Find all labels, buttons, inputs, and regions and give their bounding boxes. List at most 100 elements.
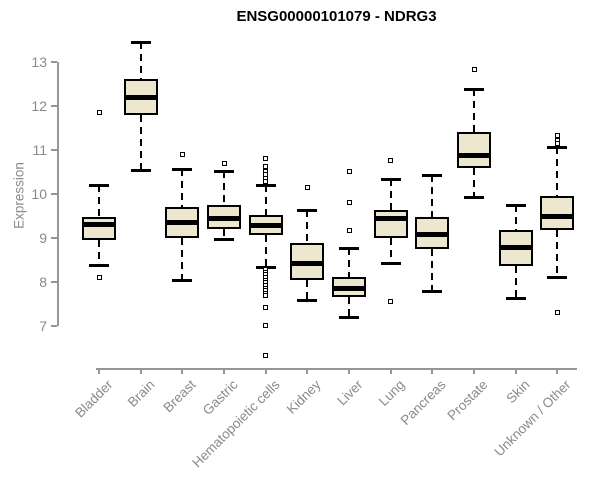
whisker-cap-upper	[505, 204, 526, 208]
whisker-lower	[223, 229, 226, 240]
whisker-cap-lower	[380, 261, 401, 265]
y-axis-tick	[51, 237, 57, 239]
whisker-cap-lower	[89, 264, 109, 268]
y-tick-label: 9	[39, 230, 47, 246]
y-tick-label: 12	[31, 98, 47, 114]
outlier-point	[179, 151, 185, 157]
whisker-upper	[556, 146, 559, 197]
boxplot-box	[457, 132, 492, 169]
x-axis-tick	[139, 368, 142, 374]
whisker-cap-lower	[297, 298, 318, 302]
whisker-cap-upper	[297, 209, 318, 213]
y-tick-label: 8	[39, 274, 47, 290]
whisker-cap-lower	[172, 279, 193, 283]
x-axis-tick	[181, 368, 184, 374]
whisker-cap-lower	[464, 196, 485, 200]
whisker-upper	[223, 171, 226, 206]
whisker-cap-lower	[422, 290, 443, 294]
whisker-lower	[139, 115, 142, 171]
boxplot-box	[82, 216, 116, 241]
outlier-point	[263, 156, 269, 162]
median-line	[498, 244, 533, 250]
whisker-cap-upper	[339, 246, 360, 250]
median-line	[332, 285, 367, 291]
whisker-cap-lower	[339, 316, 360, 320]
whisker-lower	[473, 168, 476, 198]
x-axis-tick	[514, 368, 517, 374]
x-axis-tick	[264, 368, 267, 374]
x-axis-tick	[431, 368, 434, 374]
whisker-upper	[98, 185, 100, 217]
whisker-upper	[139, 42, 142, 79]
outlier-point	[388, 299, 394, 305]
outlier-point	[471, 66, 477, 72]
whisker-cap-upper	[380, 177, 401, 181]
whisker-cap-lower	[547, 276, 568, 280]
outlier-point	[554, 310, 560, 316]
y-tick-label: 11	[32, 142, 47, 158]
whisker-upper	[264, 185, 267, 216]
outlier-point	[263, 304, 269, 310]
x-axis-tick	[306, 368, 309, 374]
y-axis-line	[57, 62, 59, 326]
median-line	[290, 261, 325, 267]
x-axis-tick	[348, 368, 351, 374]
whisker-cap-upper	[464, 87, 485, 91]
median-line	[373, 216, 408, 222]
median-line	[457, 152, 492, 158]
whisker-lower	[264, 235, 267, 268]
outlier-point	[346, 200, 352, 206]
whisker-lower	[431, 249, 434, 292]
outlier-point	[263, 292, 269, 298]
whisker-cap-lower	[505, 296, 526, 300]
outlier-point	[346, 168, 352, 174]
outlier-point	[263, 322, 269, 328]
whisker-cap-lower	[214, 238, 235, 242]
median-line	[82, 222, 116, 228]
whisker-cap-lower	[130, 169, 151, 173]
x-axis-tick	[389, 368, 392, 374]
whisker-upper	[181, 169, 184, 208]
y-tick-label: 10	[31, 186, 47, 202]
outlier-point	[221, 161, 227, 167]
y-axis-tick	[51, 149, 57, 151]
y-axis-tick	[51, 61, 57, 63]
outlier-point	[263, 179, 269, 185]
whisker-lower	[181, 238, 184, 281]
whisker-cap-upper	[130, 41, 151, 45]
y-axis-tick	[51, 281, 57, 283]
boxplot-box	[373, 210, 408, 238]
outlier-point	[388, 157, 394, 163]
y-tick-label: 13	[31, 54, 47, 70]
x-axis-tick	[556, 368, 559, 374]
whisker-cap-upper	[214, 170, 235, 174]
median-line	[207, 216, 242, 222]
x-category-label: Unknown / Other	[491, 377, 575, 460]
y-axis-tick	[51, 193, 57, 195]
median-line	[123, 95, 158, 101]
x-axis-tick	[98, 368, 100, 374]
median-line	[165, 220, 200, 226]
whisker-upper	[306, 210, 309, 243]
outlier-point	[554, 140, 560, 146]
median-line	[415, 231, 450, 237]
y-axis-tick	[51, 325, 57, 327]
whisker-cap-upper	[172, 168, 193, 172]
outlier-point	[96, 274, 102, 280]
whisker-upper	[514, 205, 517, 230]
y-tick-label: 7	[39, 318, 47, 334]
outlier-point	[346, 227, 352, 233]
whisker-upper	[389, 178, 392, 211]
whisker-cap-upper	[547, 145, 568, 149]
whisker-upper	[473, 88, 476, 133]
whisker-lower	[514, 266, 517, 298]
x-axis-line	[96, 368, 577, 370]
outlier-point	[263, 352, 269, 358]
chart-title: ENSG00000101079 - NDRG3	[236, 8, 437, 25]
whisker-lower	[389, 238, 392, 263]
median-line	[540, 213, 575, 219]
whisker-lower	[348, 296, 351, 318]
whisker-cap-upper	[255, 184, 276, 188]
boxplot-box	[540, 196, 575, 231]
whisker-upper	[431, 174, 434, 217]
